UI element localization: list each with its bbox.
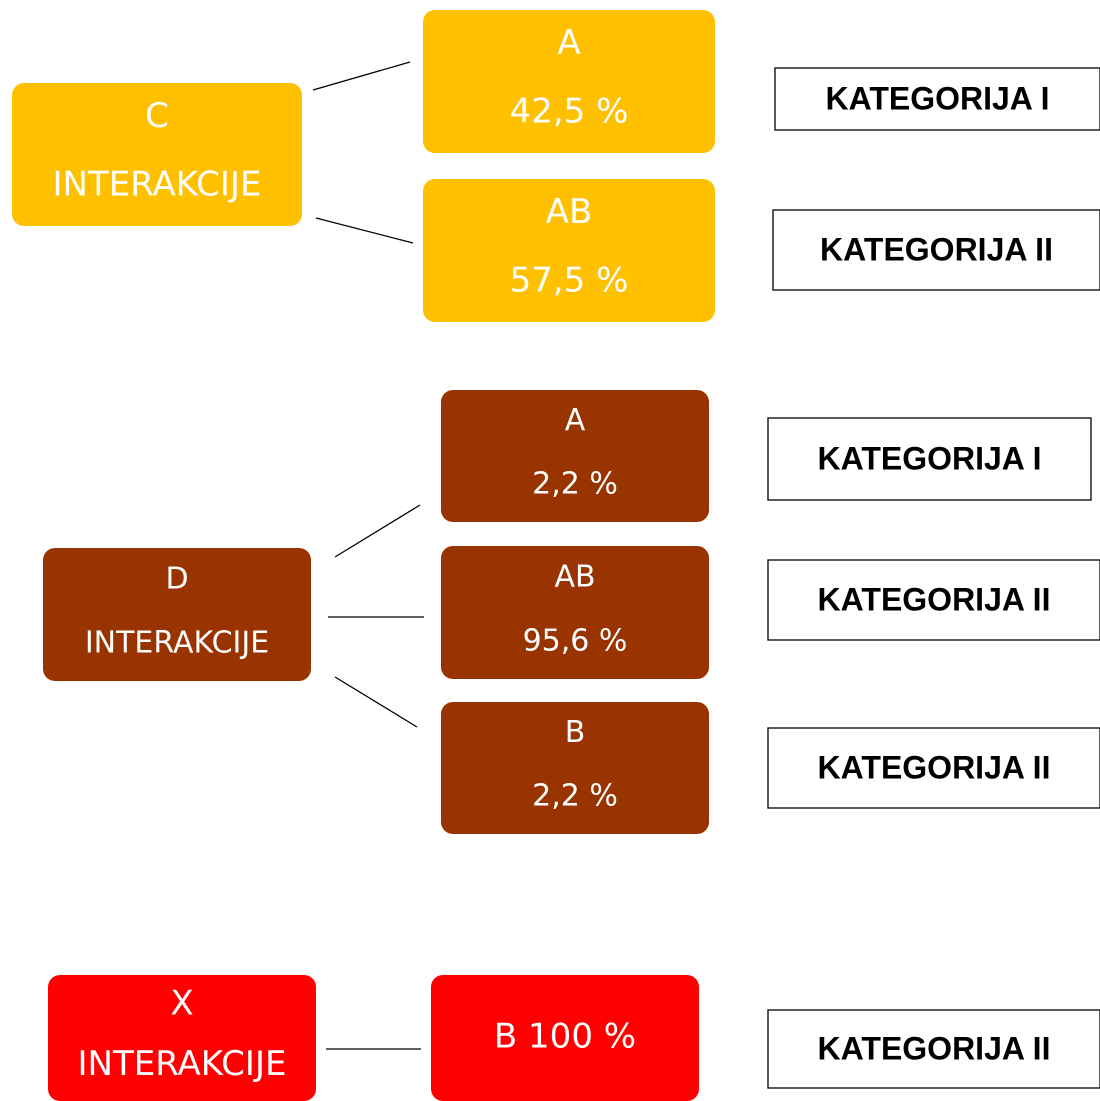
child-node-label: 42,5 % [510, 91, 629, 131]
child-node: A 2,2 % [441, 390, 709, 522]
child-node-box [431, 975, 699, 1101]
child-node: AB 57,5 % [423, 179, 715, 322]
child-node-label: A [557, 23, 580, 63]
child-node-box [441, 390, 709, 522]
child-node: AB 95,6 % [441, 546, 709, 679]
child-node-box [441, 702, 709, 834]
child-node-label: 2,2 % [532, 467, 618, 502]
child-node-box [423, 179, 715, 322]
category-box [767, 559, 1100, 641]
root-node-box [43, 548, 311, 681]
child-node-label: AB [554, 559, 595, 594]
child-node-label: 2,2 % [532, 779, 618, 814]
root-node-box [12, 83, 302, 226]
category-label: KATEGORIJA I [817, 440, 1041, 476]
child-node-label: AB [546, 192, 593, 232]
child-node: A 42,5 % [423, 10, 715, 153]
child-node-label: B 100 % [494, 1017, 636, 1057]
category-label: KATEGORIJA II [818, 749, 1051, 785]
child-node-box [423, 10, 715, 153]
connector [334, 676, 418, 728]
child-node-label: 57,5 % [510, 260, 629, 300]
category-box [767, 727, 1100, 809]
child-node-label: 95,6 % [523, 623, 628, 658]
root-node-label: INTERAKCIJE [78, 1044, 287, 1084]
category-label: KATEGORIJA I [825, 80, 1049, 116]
category-label: KATEGORIJA II [818, 581, 1051, 617]
child-node-box [441, 546, 709, 679]
root-node-label: INTERAKCIJE [53, 164, 262, 204]
category-box [767, 417, 1092, 501]
root-node-label: INTERAKCIJE [85, 625, 269, 660]
category-box [767, 1009, 1100, 1089]
root-node-label: C [145, 96, 169, 136]
root-node: D INTERAKCIJE [43, 548, 311, 681]
root-node-label: D [165, 561, 188, 596]
category-box [772, 209, 1100, 291]
child-node: B 100 % [431, 975, 699, 1101]
root-node: C INTERAKCIJE [12, 83, 302, 226]
category-label: KATEGORIJA II [818, 1030, 1051, 1066]
root-node: X INTERAKCIJE [48, 975, 316, 1101]
child-node: B 2,2 % [441, 702, 709, 834]
root-node-box [48, 975, 316, 1101]
connector [334, 504, 421, 558]
category-label: KATEGORIJA II [820, 231, 1053, 267]
child-node-label: B [565, 715, 586, 750]
category-box [774, 67, 1100, 131]
connector [315, 217, 414, 244]
connector [312, 61, 411, 91]
root-node-label: X [170, 984, 193, 1024]
child-node-label: A [565, 403, 586, 438]
